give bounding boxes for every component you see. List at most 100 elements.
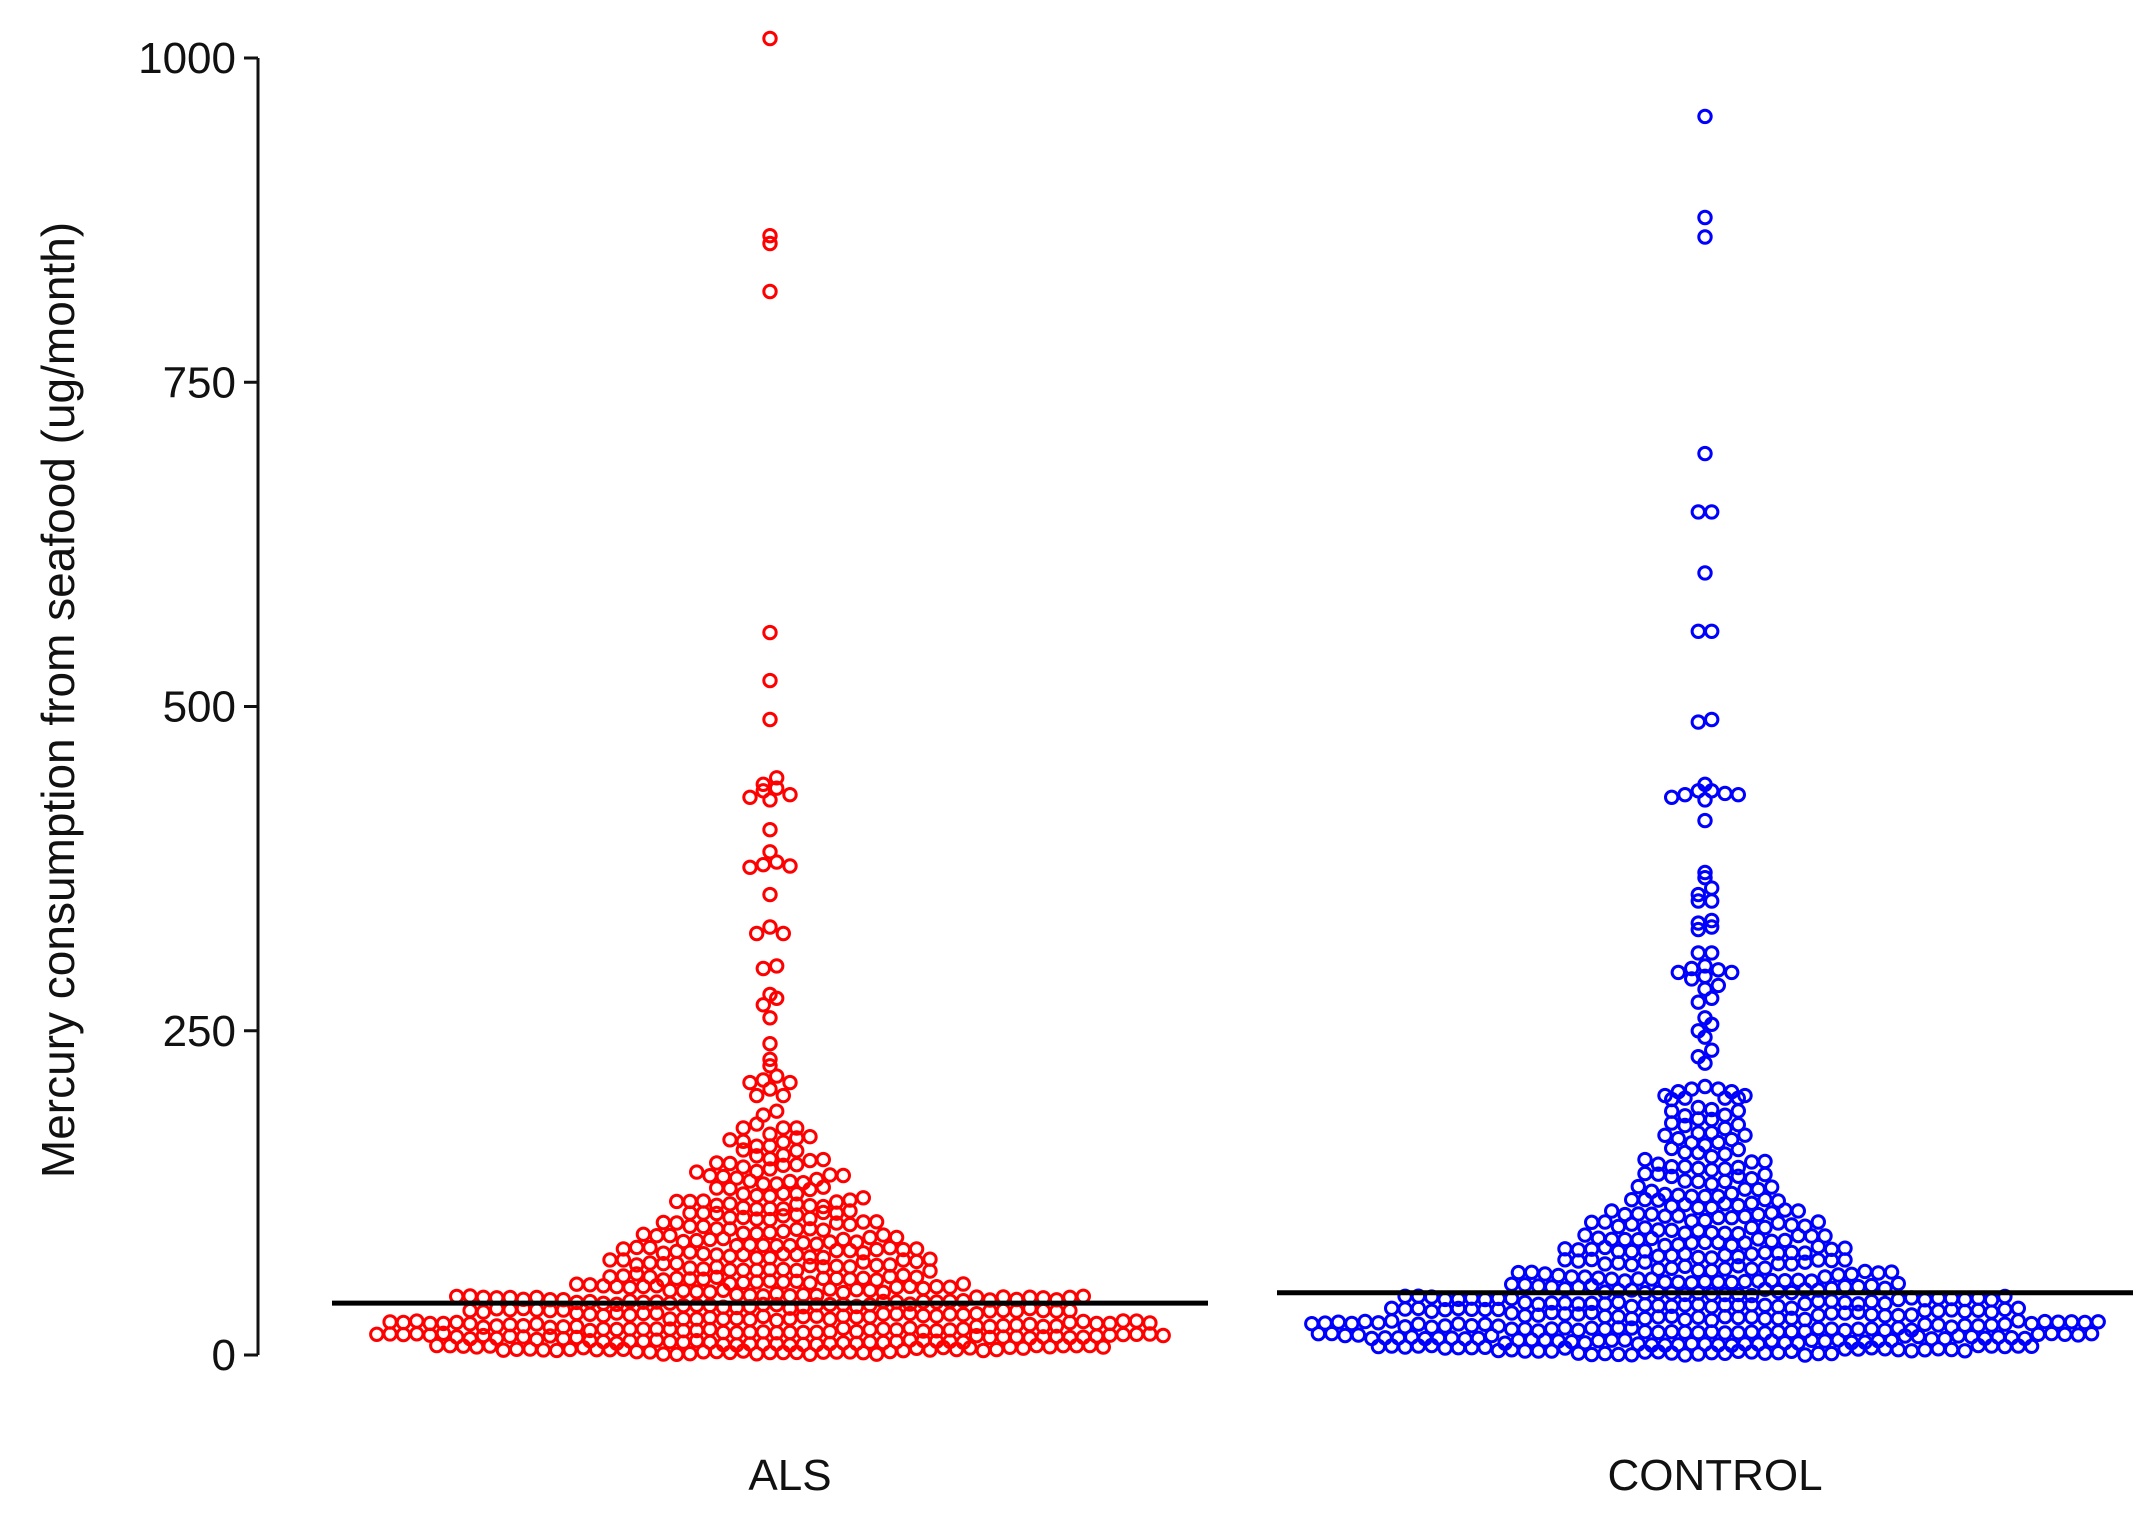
- data-point: [1797, 1245, 1813, 1261]
- data-point: [395, 1326, 412, 1343]
- data-point: [1464, 1318, 1480, 1334]
- data-point: [868, 1257, 885, 1274]
- data-point: [762, 1036, 778, 1052]
- data-point: [842, 1216, 858, 1233]
- data-point: [429, 1337, 445, 1354]
- data-point: [1957, 1343, 1973, 1359]
- data-point: [775, 1134, 791, 1150]
- data-point: [855, 1190, 871, 1206]
- data-point: [955, 1321, 971, 1337]
- data-point: [1082, 1337, 1098, 1354]
- data-point: [595, 1278, 612, 1294]
- data-point: [1764, 1179, 1780, 1195]
- data-point: [1677, 1144, 1693, 1161]
- data-point: [1128, 1326, 1145, 1343]
- data-point: [675, 1283, 692, 1299]
- data-point: [1617, 1332, 1633, 1348]
- data-point: [782, 858, 798, 874]
- data-point: [1744, 1324, 1760, 1340]
- data-point: [875, 1227, 891, 1243]
- data-point: [1677, 1108, 1693, 1124]
- data-point: [1730, 1168, 1747, 1185]
- data-point: [1604, 1203, 1620, 1219]
- data-point: [762, 844, 778, 860]
- data-point: [2063, 1314, 2080, 1330]
- data-point: [882, 1240, 898, 1256]
- data-point: [922, 1342, 938, 1358]
- data-point: [749, 925, 765, 942]
- data-point: [1797, 1347, 1813, 1363]
- data-point: [1704, 1176, 1720, 1192]
- data-point: [762, 822, 778, 838]
- data-point: [1370, 1338, 1387, 1355]
- y-tick-label: 500: [163, 683, 236, 732]
- data-point: [855, 1214, 871, 1230]
- data-point: [722, 1155, 738, 1172]
- data-point: [1384, 1300, 1400, 1317]
- data-point: [1744, 1309, 1760, 1325]
- data-point: [1437, 1340, 1453, 1356]
- y-tick-label: 250: [163, 1007, 236, 1056]
- data-point: [1724, 1185, 1740, 1202]
- data-point: [1697, 565, 1713, 581]
- data-point: [1690, 1309, 1707, 1326]
- data-point: [1637, 1165, 1653, 1182]
- data-point: [549, 1342, 565, 1359]
- data-point: [762, 30, 778, 47]
- data-point: [1657, 1237, 1673, 1254]
- data-point: [822, 1311, 838, 1327]
- data-point: [755, 1308, 771, 1325]
- data-point: [862, 1229, 878, 1246]
- data-point: [1477, 1339, 1493, 1356]
- data-point: [2010, 1300, 2027, 1317]
- data-point: [642, 1255, 658, 1271]
- data-point: [1637, 1297, 1653, 1313]
- data-point: [689, 1164, 705, 1180]
- data-point: [848, 1282, 865, 1298]
- data-point: [1817, 1333, 1833, 1349]
- data-point: [769, 854, 785, 870]
- data-point: [1757, 1311, 1773, 1327]
- data-point: [1384, 1313, 1400, 1329]
- data-point: [1637, 1191, 1653, 1208]
- data-point: [975, 1342, 991, 1359]
- data-point: [735, 1262, 751, 1278]
- data-point: [1903, 1307, 1920, 1323]
- data-point: [1757, 1191, 1773, 1208]
- data-point: [1677, 1246, 1693, 1262]
- data-point: [742, 1173, 758, 1189]
- data-point: [789, 1221, 805, 1238]
- data-point: [1930, 1317, 1947, 1333]
- data-point: [735, 1274, 751, 1291]
- y-tick-label: 1000: [138, 34, 236, 83]
- data-point: [735, 1142, 751, 1158]
- data-point: [1115, 1326, 1131, 1343]
- data-point: [1930, 1303, 1947, 1319]
- data-point: [1750, 1206, 1767, 1223]
- data-point: [795, 1324, 811, 1341]
- data-point: [1650, 1156, 1667, 1172]
- data-point: [1810, 1345, 1827, 1362]
- data-point: [1424, 1303, 1440, 1320]
- data-point: [1644, 1271, 1660, 1287]
- data-point: [982, 1292, 998, 1308]
- data-point: [1697, 209, 1713, 226]
- data-point: [802, 1152, 818, 1169]
- data-point: [1088, 1315, 1105, 1332]
- data-point: [1757, 1219, 1773, 1236]
- data-point: [562, 1341, 578, 1358]
- data-point: [1690, 714, 1707, 730]
- data-point: [1557, 1252, 1573, 1268]
- y-axis-title: Mercury consumption from seafood (ug/mon…: [32, 222, 84, 1178]
- data-point: [1697, 229, 1713, 245]
- data-point: [1624, 1298, 1640, 1315]
- data-point: [755, 776, 771, 792]
- data-point: [582, 1277, 598, 1293]
- data-point: [1704, 1250, 1720, 1266]
- data-point: [902, 1278, 918, 1295]
- data-point: [1850, 1321, 1867, 1337]
- data-point: [709, 1155, 725, 1171]
- data-point: [1704, 1016, 1720, 1033]
- data-point: [1697, 1234, 1713, 1251]
- data-point: [1337, 1327, 1353, 1344]
